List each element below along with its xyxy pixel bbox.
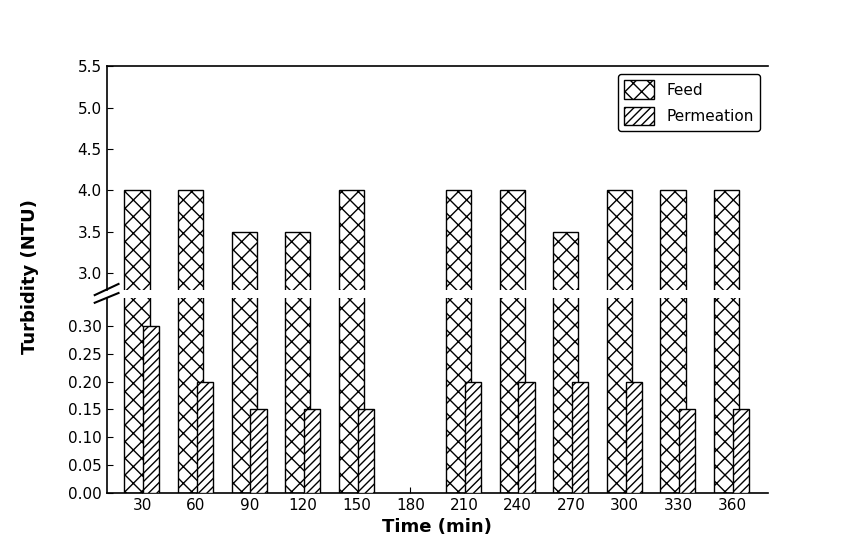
Bar <box>625 382 641 493</box>
Bar <box>446 191 470 521</box>
Bar <box>143 326 159 493</box>
Bar <box>464 382 481 493</box>
Bar <box>285 232 310 521</box>
Bar <box>553 0 578 493</box>
Bar <box>732 409 748 493</box>
Bar <box>499 0 524 493</box>
Bar <box>178 191 203 521</box>
Bar <box>606 0 631 493</box>
Bar <box>553 232 578 521</box>
X-axis label: Time (min): Time (min) <box>382 519 492 536</box>
Bar <box>197 382 213 493</box>
Bar <box>124 191 149 521</box>
Bar <box>572 382 588 493</box>
Bar <box>178 0 203 493</box>
Bar <box>446 0 470 493</box>
Bar <box>606 191 631 521</box>
Bar <box>659 0 685 493</box>
Bar <box>303 409 320 493</box>
Legend: Feed, Permeation: Feed, Permeation <box>617 74 759 131</box>
Bar <box>499 191 524 521</box>
Bar <box>338 0 364 493</box>
Bar <box>518 382 534 493</box>
Bar <box>232 232 256 521</box>
Bar <box>232 0 256 493</box>
Bar <box>678 409 694 493</box>
Bar <box>357 409 373 493</box>
Bar <box>338 191 364 521</box>
Bar <box>250 409 267 493</box>
Bar <box>659 191 685 521</box>
Text: Turbidity (NTU): Turbidity (NTU) <box>21 199 39 355</box>
Bar <box>713 191 738 521</box>
Bar <box>713 0 738 493</box>
Bar <box>124 0 149 493</box>
Bar <box>285 0 310 493</box>
